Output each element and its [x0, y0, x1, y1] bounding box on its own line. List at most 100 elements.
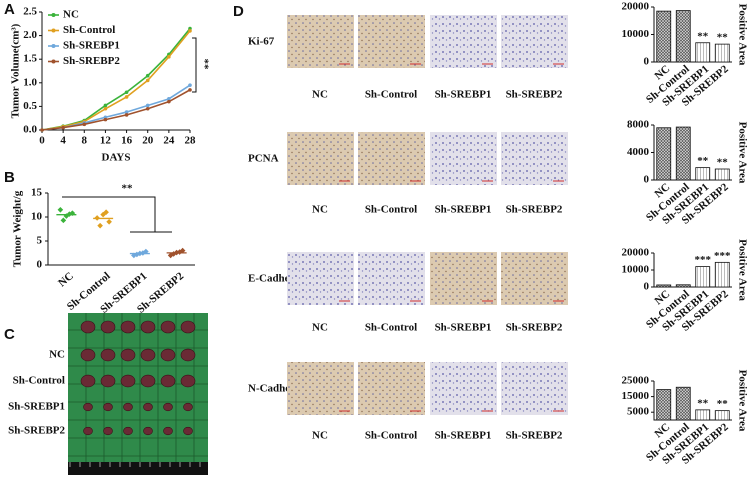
point — [103, 209, 109, 215]
bar — [714, 43, 730, 63]
tumor — [180, 348, 196, 362]
y-tick-label: 1.0 — [23, 76, 37, 88]
point — [124, 113, 129, 117]
tumor — [83, 426, 93, 436]
y-tick-label: 1.5 — [23, 53, 37, 65]
series-line — [41, 89, 191, 131]
bar — [695, 409, 711, 421]
point — [103, 103, 108, 108]
tumor — [123, 402, 133, 412]
marker-label: PCNA — [248, 153, 279, 165]
tumor — [80, 320, 96, 334]
y-axis-label: Positive Area — [736, 4, 748, 66]
tumor — [143, 426, 153, 436]
tumor — [100, 374, 116, 388]
x-tick-label: 0 — [39, 135, 45, 147]
tumor — [80, 374, 96, 388]
point — [140, 250, 146, 256]
bar — [714, 261, 730, 288]
tumor — [183, 402, 193, 412]
tumor — [180, 320, 196, 334]
point — [188, 29, 192, 33]
series-line — [41, 30, 191, 131]
point — [57, 207, 64, 213]
row-label: Sh-SREBP1 — [8, 401, 65, 413]
point — [61, 125, 65, 130]
point — [188, 88, 192, 92]
point — [145, 106, 150, 111]
bar — [675, 284, 691, 288]
tumor — [140, 348, 156, 362]
point — [145, 73, 150, 78]
y-axis-label: Positive Area — [736, 239, 748, 301]
bar — [656, 127, 672, 181]
group-label: Sh-SREBP2 — [506, 89, 563, 101]
point — [40, 128, 44, 132]
legend-label: Sh-SREBP1 — [63, 40, 120, 52]
y-tick-label: 4000 — [627, 146, 650, 158]
bar — [695, 42, 711, 63]
annotation: ** — [697, 155, 709, 167]
point — [103, 117, 108, 122]
point — [82, 122, 87, 127]
tumor — [143, 402, 153, 412]
bar — [675, 126, 691, 181]
point — [176, 249, 183, 255]
annotation: ** — [697, 30, 709, 42]
y-tick-label: 0 — [644, 174, 650, 186]
legend-marker — [51, 44, 56, 48]
annotation: *** — [714, 250, 731, 262]
tumor — [140, 374, 156, 388]
y-tick-label: 20000 — [622, 1, 650, 13]
annotation: ** — [717, 32, 729, 44]
bar — [675, 386, 691, 421]
group-label: Sh-Control — [365, 430, 417, 442]
tumor — [120, 374, 136, 388]
point — [167, 99, 171, 104]
tumor — [163, 426, 173, 436]
panel-label: A — [4, 1, 15, 18]
group-label: Sh-SREBP2 — [506, 430, 563, 442]
tumor — [80, 348, 96, 362]
panel-label: C — [4, 326, 15, 343]
micrograph — [501, 132, 568, 185]
legend-marker — [51, 59, 56, 64]
tumor — [100, 348, 116, 362]
group-label: Sh-Control — [365, 322, 417, 334]
bar — [656, 10, 672, 63]
legend-marker — [51, 28, 56, 33]
y-tick-label: 8000 — [627, 119, 650, 131]
point — [167, 55, 171, 59]
point — [188, 83, 192, 87]
y-tick-label: 2.5 — [23, 6, 37, 18]
point — [170, 251, 177, 257]
group-label: Sh-SREBP1 — [435, 430, 492, 442]
tumor — [163, 402, 173, 412]
group-label: NC — [312, 430, 328, 442]
point — [103, 106, 108, 111]
y-axis-label: Positive Area — [736, 122, 748, 184]
x-tick-label: 4 — [60, 135, 66, 147]
point — [145, 103, 150, 108]
row-label: NC — [49, 349, 65, 361]
point — [66, 211, 73, 217]
point — [124, 90, 129, 95]
micrograph — [358, 362, 425, 415]
point — [94, 215, 100, 221]
x-tick-label: 20 — [142, 135, 154, 147]
tumor — [160, 320, 176, 334]
group-label: NC — [312, 89, 328, 101]
y-tick-label: 15000 — [622, 390, 650, 402]
annotation: ** — [198, 59, 210, 71]
micrograph — [287, 15, 354, 68]
tumor — [120, 320, 136, 334]
y-axis-label: Tumor Volume(cm³) — [10, 23, 22, 118]
legend-label: Sh-Control — [63, 24, 115, 36]
y-tick-label: 0.0 — [23, 124, 37, 136]
y-tick-label: 0 — [644, 56, 650, 68]
legend-label: Sh-SREBP2 — [63, 55, 120, 67]
legend-marker — [51, 13, 56, 17]
micrograph — [287, 362, 354, 415]
